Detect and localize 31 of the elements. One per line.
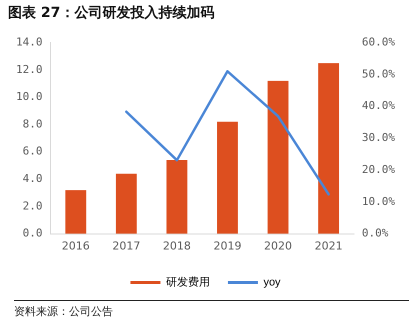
- bar: [116, 174, 137, 234]
- y2-tick-label: 60.0%: [362, 35, 396, 48]
- chart-title: 图表 27：公司研发投入持续加码: [8, 4, 214, 22]
- bar: [166, 160, 188, 234]
- x-tick-label: 2016: [62, 239, 90, 252]
- y2-tick-label: 50.0%: [362, 67, 396, 80]
- x-tick-label: 2018: [162, 239, 191, 252]
- y2-tick-label: 20.0%: [362, 162, 396, 176]
- bar: [268, 80, 288, 234]
- y-tick-label: 4.0: [22, 172, 42, 186]
- legend-label: yoy: [263, 276, 282, 289]
- y-tick-label: 0.0: [22, 226, 42, 240]
- x-tick-label: 2021: [314, 239, 343, 252]
- y-tick-label: 6.0: [22, 144, 42, 158]
- y2-tick-label: 30.0%: [362, 131, 396, 144]
- x-tick-label: 2017: [112, 239, 140, 252]
- y2-tick-label: 0.0%: [362, 226, 389, 240]
- y-tick-label: 12.0: [16, 62, 42, 76]
- y-tick-label: 10.0: [16, 90, 42, 104]
- y-tick-label: 2.0: [22, 199, 42, 212]
- bar: [217, 122, 238, 234]
- x-tick-label: 2019: [213, 239, 242, 252]
- y-tick-label: 8.0: [22, 117, 42, 130]
- y-tick-label: 14.0: [16, 35, 42, 48]
- y2-tick-label: 40.0%: [362, 99, 396, 112]
- bar: [318, 63, 340, 234]
- bar: [65, 190, 86, 234]
- x-tick-label: 2020: [264, 239, 292, 252]
- y2-tick-label: 10.0%: [362, 194, 396, 208]
- text: 资料来源：公司公告: [14, 300, 409, 319]
- legend-label: 研发费用: [166, 276, 210, 289]
